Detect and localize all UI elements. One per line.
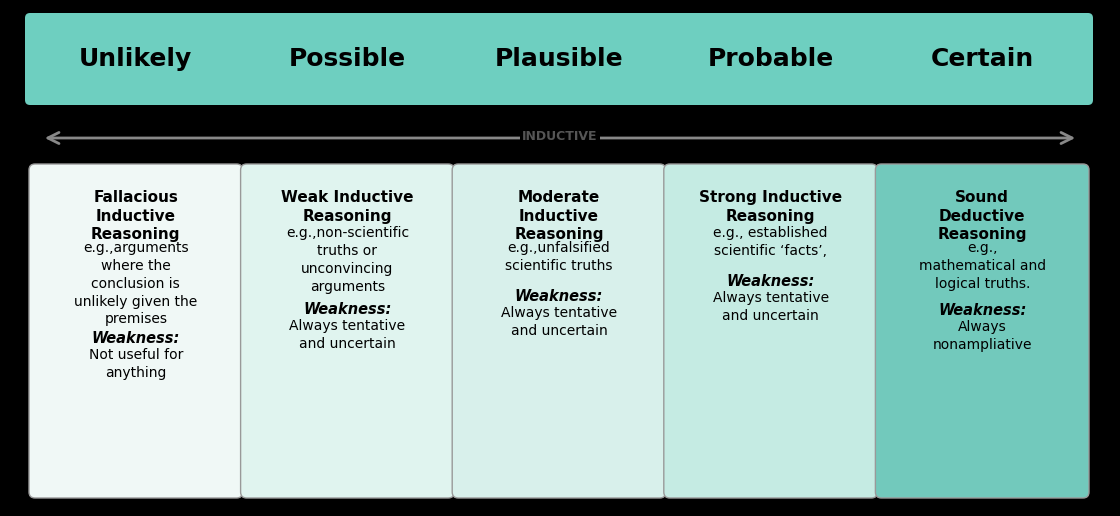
Text: Plausible: Plausible [495,47,624,71]
FancyBboxPatch shape [452,164,665,498]
Text: Always tentative
and uncertain: Always tentative and uncertain [501,306,617,338]
Text: e.g.,
mathematical and
logical truths.: e.g., mathematical and logical truths. [918,241,1046,291]
FancyBboxPatch shape [29,164,243,498]
FancyBboxPatch shape [876,164,1089,498]
Text: e.g.,arguments
where the
conclusion is
unlikely given the
premises: e.g.,arguments where the conclusion is u… [74,241,197,327]
Text: Weakness:: Weakness: [304,302,392,317]
Bar [520,130,600,144]
Text: Not useful for
anything: Not useful for anything [88,348,183,380]
FancyBboxPatch shape [241,164,455,498]
Text: Always tentative
and uncertain: Always tentative and uncertain [712,291,829,323]
Text: Moderate
Inductive
Reasoning: Moderate Inductive Reasoning [514,190,604,242]
Text: Probable: Probable [708,47,833,71]
Text: Possible: Possible [289,47,405,71]
Text: Weakness:: Weakness: [939,303,1026,318]
Text: Certain: Certain [931,47,1034,71]
FancyBboxPatch shape [664,164,877,498]
Text: Weakness:: Weakness: [727,274,814,289]
FancyBboxPatch shape [25,13,1093,105]
Text: e.g., established
scientific ‘facts’,: e.g., established scientific ‘facts’, [713,226,828,258]
Text: Sound
Deductive
Reasoning: Sound Deductive Reasoning [937,190,1027,242]
Text: Fallacious
Inductive
Reasoning: Fallacious Inductive Reasoning [91,190,180,242]
Text: Unlikely: Unlikely [80,47,193,71]
Text: INDUCTIVE: INDUCTIVE [522,131,598,143]
Text: Always
nonampliative: Always nonampliative [933,320,1032,352]
Text: e.g.,non-scientific
truths or
unconvincing
arguments: e.g.,non-scientific truths or unconvinci… [286,226,409,294]
Text: Weakness:: Weakness: [515,289,604,304]
Text: Weakness:: Weakness: [92,331,180,346]
Text: e.g.,unfalsified
scientific truths: e.g.,unfalsified scientific truths [505,241,613,273]
Text: Weak Inductive
Reasoning: Weak Inductive Reasoning [281,190,413,223]
Text: Strong Inductive
Reasoning: Strong Inductive Reasoning [699,190,842,223]
Text: Always tentative
and uncertain: Always tentative and uncertain [289,319,405,351]
